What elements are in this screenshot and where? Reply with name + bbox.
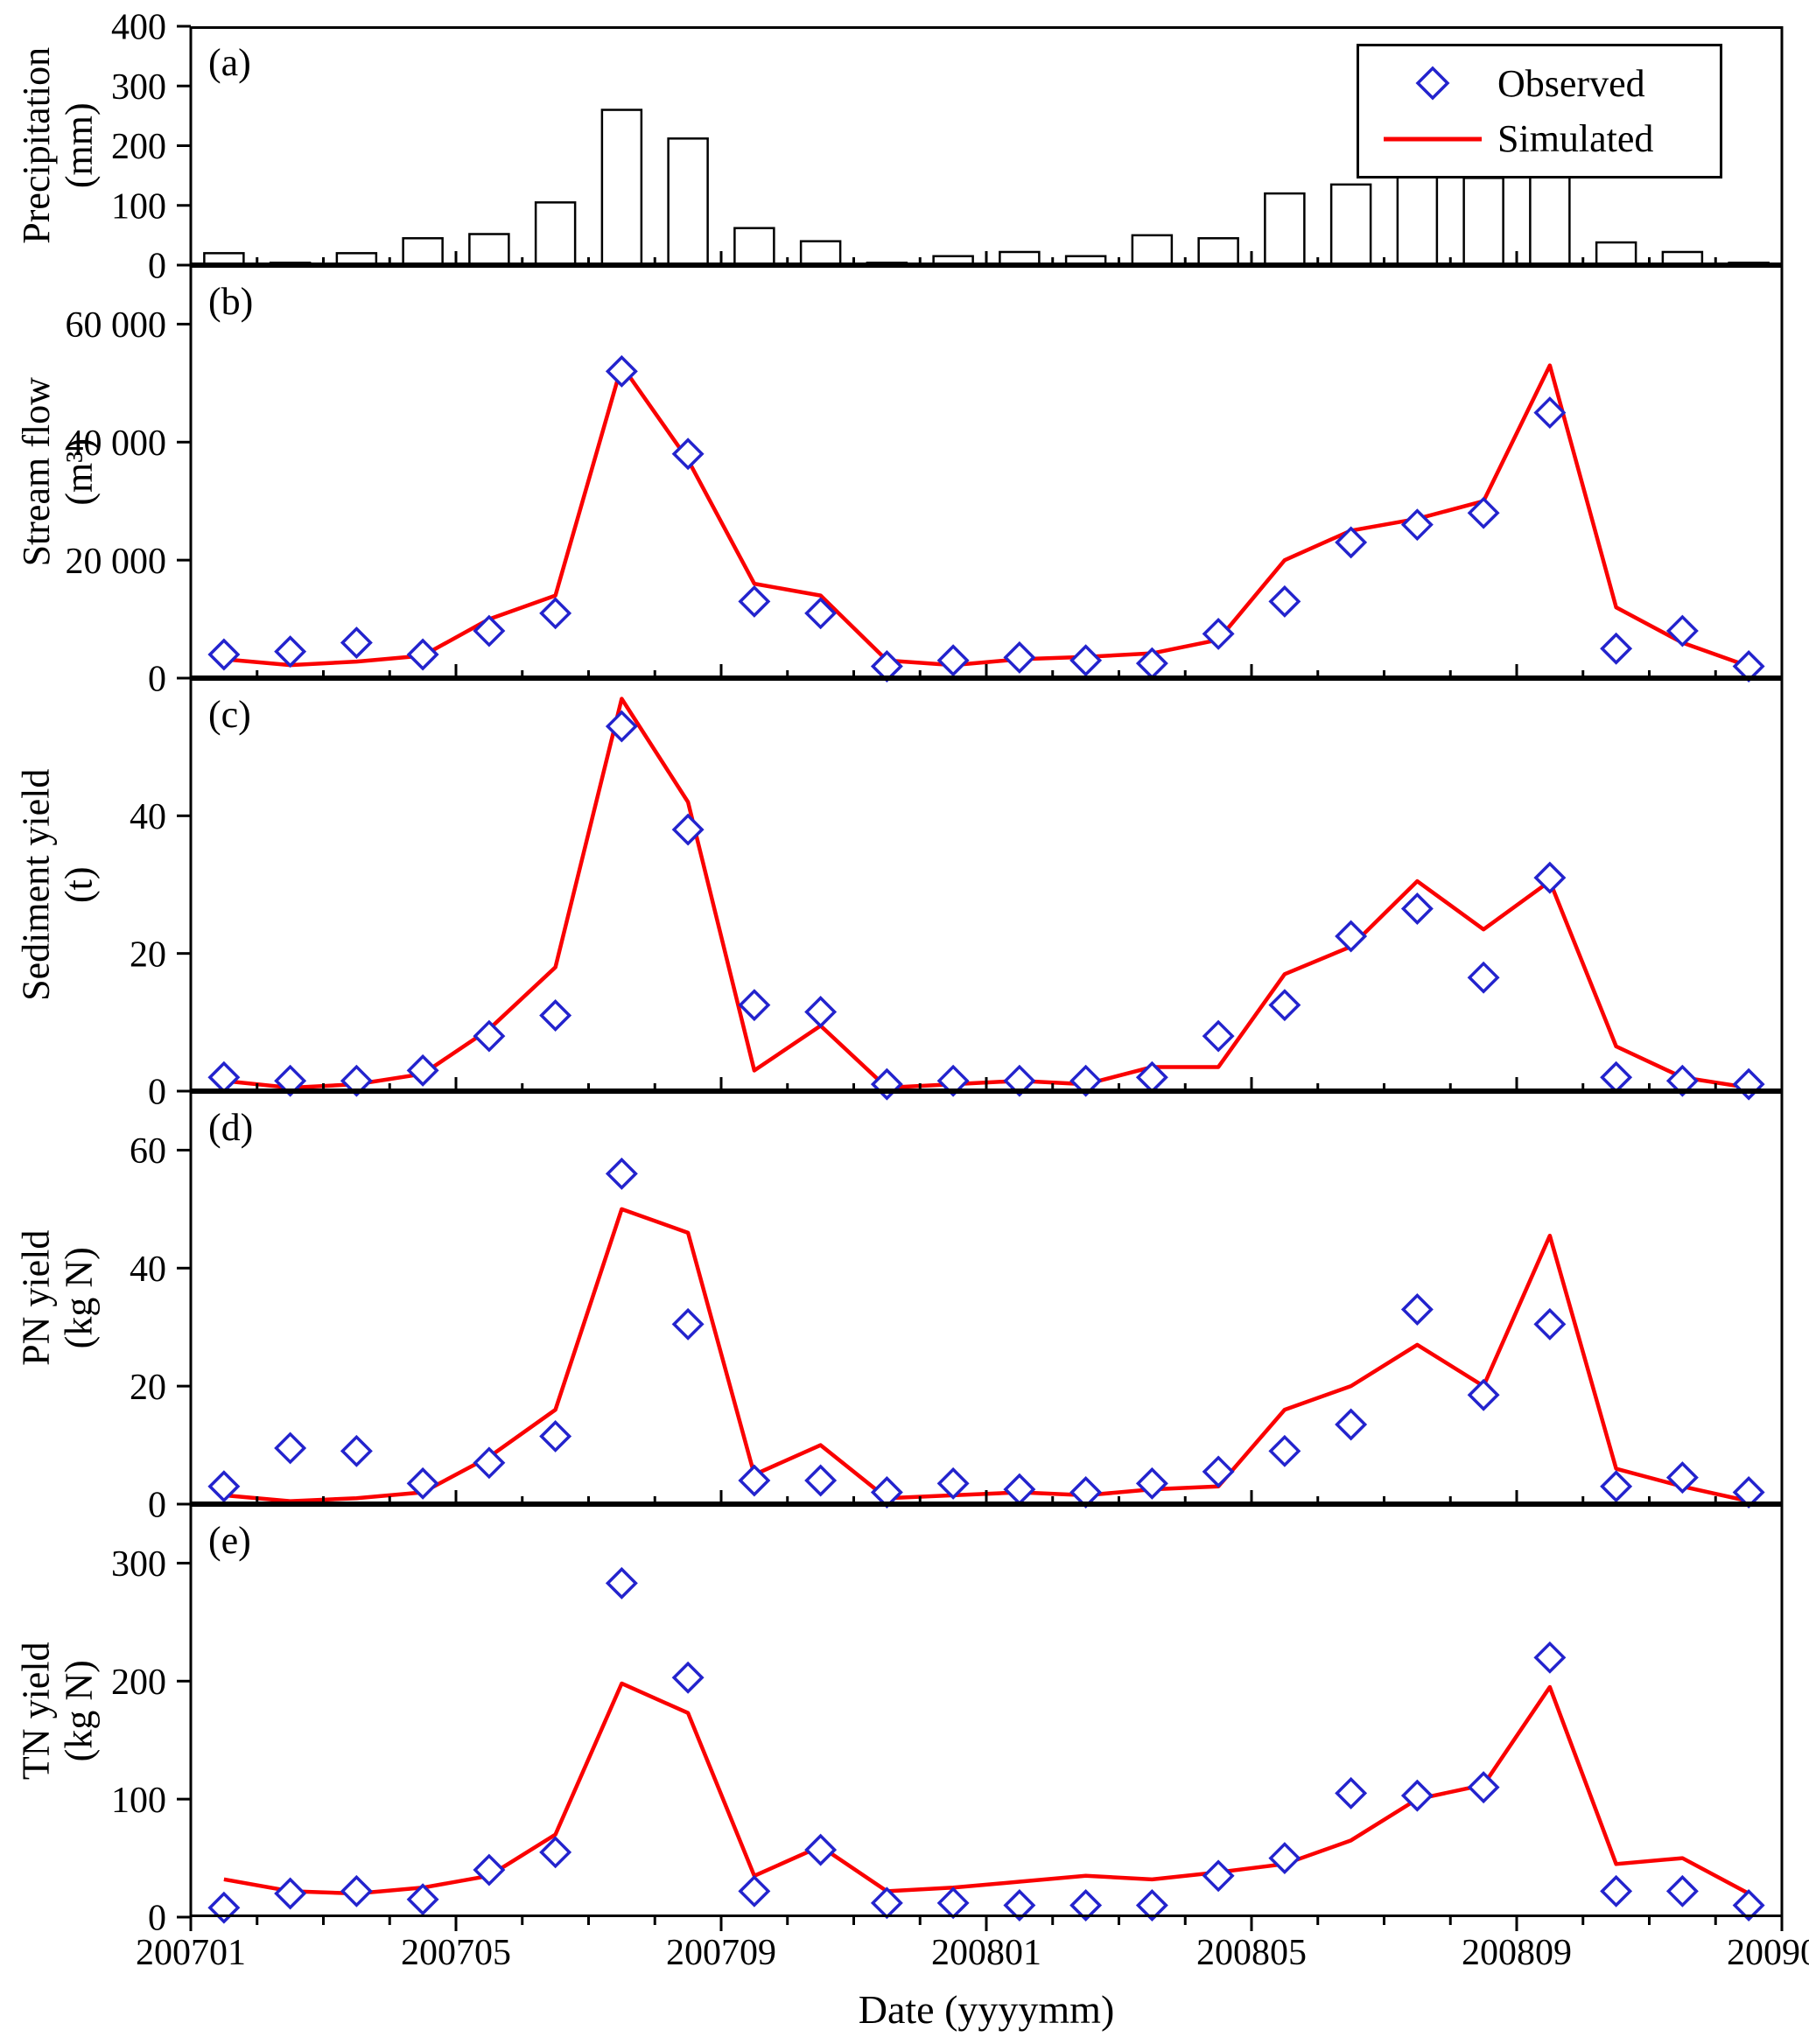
tn-yield-chart: 0 100 200 300 (111, 1504, 1784, 1939)
svg-text:20: 20 (130, 1368, 166, 1408)
x-axis-title: Date (yyyymm) (858, 1987, 1115, 2032)
svg-text:0: 0 (148, 660, 166, 700)
svg-text:60 000: 60 000 (66, 305, 167, 346)
x-tick-label: 200801 (931, 1933, 1041, 1973)
panel-label-e: (e) (208, 1519, 251, 1562)
stream-flow-chart: 0 20 000 40 000 60 000 (66, 265, 1784, 700)
observed-diamond-icon (1415, 66, 1450, 101)
svg-text:0: 0 (148, 1899, 166, 1939)
x-tick-label: 200705 (401, 1933, 511, 1973)
simulated-line-icon (1384, 136, 1482, 142)
panel-label-c: (c) (208, 693, 251, 736)
svg-text:200: 200 (111, 1662, 166, 1703)
svg-text:100: 100 (111, 186, 166, 227)
svg-text:20: 20 (130, 934, 166, 975)
sediment-yield-chart: 0 20 40 (130, 678, 1784, 1113)
svg-text:0: 0 (148, 247, 166, 287)
x-tick-label: 200709 (666, 1933, 776, 1973)
svg-text:100: 100 (111, 1781, 166, 1821)
legend-simulated-label: Simulated (1497, 117, 1654, 161)
panel-label-d: (d) (208, 1106, 254, 1149)
svg-text:0: 0 (148, 1486, 166, 1526)
x-tick-label: 200805 (1196, 1933, 1307, 1973)
svg-text:40: 40 (130, 1250, 166, 1290)
svg-text:20 000: 20 000 (66, 542, 167, 582)
legend-item-observed: Observed (1380, 61, 1713, 106)
svg-text:60: 60 (130, 1131, 166, 1172)
svg-text:400: 400 (111, 8, 166, 48)
legend: Observed Simulated (1357, 44, 1722, 178)
svg-text:40 000: 40 000 (66, 424, 167, 464)
x-tick-label: 200701 (136, 1933, 246, 1973)
precipitation-bar-chart: 0 100 200 300 400 (111, 8, 1784, 287)
svg-text:200: 200 (111, 127, 166, 167)
legend-observed-label: Observed (1497, 61, 1645, 105)
legend-item-simulated: Simulated (1380, 116, 1713, 161)
panel-label-a: (a) (208, 41, 251, 84)
x-tick-label: 200901 (1727, 1933, 1809, 1973)
pn-yield-chart: 0 20 40 60 (130, 1091, 1784, 1526)
x-tick-label: 200809 (1462, 1933, 1572, 1973)
panel-label-b: (b) (208, 280, 254, 323)
svg-text:40: 40 (130, 797, 166, 837)
svg-text:300: 300 (111, 1544, 166, 1585)
svg-text:0: 0 (148, 1073, 166, 1113)
svg-text:300: 300 (111, 67, 166, 108)
